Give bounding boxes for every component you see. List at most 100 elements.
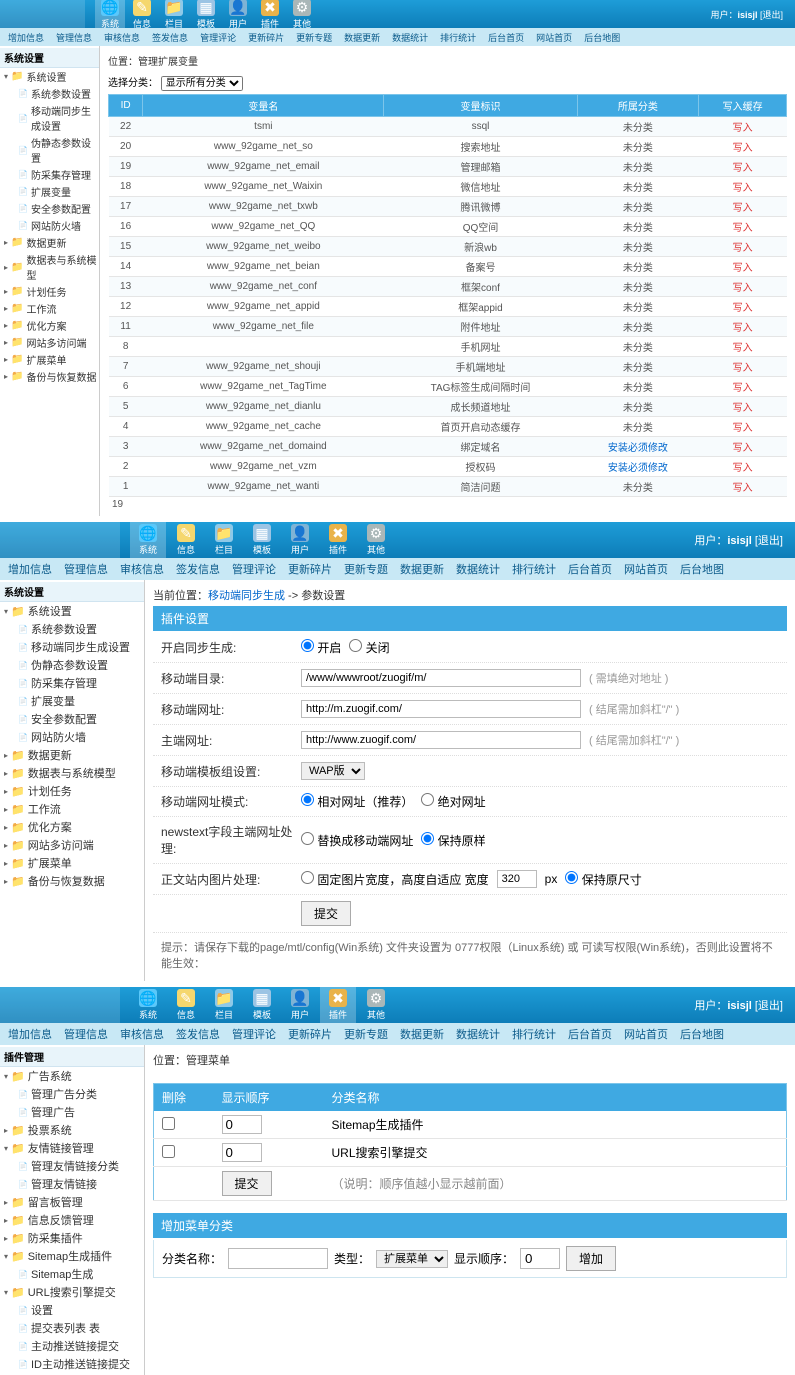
subnav-item[interactable]: 数据更新 xyxy=(400,1026,444,1042)
sidebar-item[interactable]: 主动推送链接提交 xyxy=(0,1337,144,1355)
sidebar-folder[interactable]: 📁数据更新 xyxy=(0,746,144,764)
subnav-item[interactable]: 数据统计 xyxy=(456,561,500,577)
text-input[interactable] xyxy=(301,700,581,718)
tool-user[interactable]: 👤用户 xyxy=(223,0,253,28)
add-button[interactable]: 增加 xyxy=(566,1246,616,1271)
sidebar-folder[interactable]: 📁广告系统 xyxy=(0,1067,144,1085)
subnav-item[interactable]: 后台首页 xyxy=(568,1026,612,1042)
sidebar-folder[interactable]: 📁投票系统 xyxy=(0,1121,144,1139)
subnav-item[interactable]: 网站首页 xyxy=(624,561,668,577)
radio-option[interactable]: 固定图片宽度，高度自适应 宽度 xyxy=(301,871,489,888)
subnav-item[interactable]: 排行统计 xyxy=(440,31,476,44)
sidebar-item[interactable]: 移动端同步生成设置 xyxy=(0,102,99,134)
sidebar-item[interactable]: 移动端同步生成设置 xyxy=(0,638,144,656)
sidebar-folder[interactable]: 📁计划任务 xyxy=(0,782,144,800)
sidebar-item[interactable]: 系统参数设置 xyxy=(0,620,144,638)
sidebar-folder[interactable]: 📁留言板管理 xyxy=(0,1193,144,1211)
tool-user[interactable]: 👤用户 xyxy=(282,522,318,558)
subnav-item[interactable]: 网站首页 xyxy=(624,1026,668,1042)
subnav-item[interactable]: 后台首页 xyxy=(488,31,524,44)
type-select[interactable]: 扩展菜单 xyxy=(376,1250,448,1268)
subnav-item[interactable]: 管理评论 xyxy=(200,31,236,44)
cell-cache[interactable]: 写入 xyxy=(699,117,787,137)
cell-cache[interactable]: 写入 xyxy=(699,297,787,317)
subnav-item[interactable]: 管理信息 xyxy=(64,561,108,577)
cell-cache[interactable]: 写入 xyxy=(699,477,787,497)
radio-input[interactable] xyxy=(421,793,434,806)
sidebar-folder[interactable]: 📁URL搜索引擎提交 xyxy=(0,1283,144,1301)
subnav-item[interactable]: 审核信息 xyxy=(120,561,164,577)
subnav-item[interactable]: 数据更新 xyxy=(400,561,444,577)
cell-cache[interactable]: 写入 xyxy=(699,277,787,297)
subnav-item[interactable]: 排行统计 xyxy=(512,561,556,577)
subnav-item[interactable]: 网站首页 xyxy=(536,31,572,44)
text-input[interactable] xyxy=(301,669,581,687)
sidebar-item[interactable]: 管理友情链接 xyxy=(0,1175,144,1193)
subnav-item[interactable]: 数据更新 xyxy=(344,31,380,44)
tool-col[interactable]: 📁栏目 xyxy=(206,522,242,558)
subnav-item[interactable]: 更新碎片 xyxy=(288,561,332,577)
logout-link[interactable]: [退出] xyxy=(760,10,783,20)
order-input[interactable] xyxy=(222,1115,262,1134)
tool-col[interactable]: 📁栏目 xyxy=(159,0,189,28)
sidebar-folder[interactable]: 📁Sitemap生成插件 xyxy=(0,1247,144,1265)
sidebar-item[interactable]: 网站防火墙 xyxy=(0,217,99,234)
tool-tpl[interactable]: ▦模板 xyxy=(244,522,280,558)
sidebar-folder[interactable]: 📁网站多访问端 xyxy=(0,836,144,854)
tool-other[interactable]: ⚙其他 xyxy=(358,522,394,558)
tool-sys[interactable]: 🌐系统 xyxy=(130,522,166,558)
text-input[interactable] xyxy=(301,731,581,749)
cell-cache[interactable]: 写入 xyxy=(699,457,787,477)
cell-cache[interactable]: 写入 xyxy=(699,177,787,197)
sidebar-folder[interactable]: 📁扩展菜单 xyxy=(0,854,144,872)
tool-other[interactable]: ⚙其他 xyxy=(287,0,317,28)
sidebar-folder[interactable]: 📁数据表与系统模型 xyxy=(0,251,99,283)
sidebar-folder[interactable]: 📁信息反馈管理 xyxy=(0,1211,144,1229)
sidebar-item[interactable]: 防采集存管理 xyxy=(0,674,144,692)
tool-tpl[interactable]: ▦模板 xyxy=(244,987,280,1023)
cell-cache[interactable]: 写入 xyxy=(699,317,787,337)
sidebar-item[interactable]: ID主动推送链接提交 xyxy=(0,1355,144,1373)
sidebar-folder[interactable]: 📁优化方案 xyxy=(0,818,144,836)
cell-cache[interactable]: 写入 xyxy=(699,237,787,257)
radio-option[interactable]: 相对网址（推荐） xyxy=(301,793,413,810)
radio-option[interactable]: 绝对网址 xyxy=(421,793,485,810)
sidebar-item[interactable]: 伪静态参数设置 xyxy=(0,656,144,674)
cell-cache[interactable]: 写入 xyxy=(699,357,787,377)
cell-cache[interactable]: 写入 xyxy=(699,217,787,237)
tool-col[interactable]: 📁栏目 xyxy=(206,987,242,1023)
sidebar-folder[interactable]: 📁备份与恢复数据 xyxy=(0,368,99,385)
subnav-item[interactable]: 后台地图 xyxy=(680,561,724,577)
radio-input[interactable] xyxy=(301,871,314,884)
tool-info[interactable]: ✎信息 xyxy=(168,987,204,1023)
sidebar-folder[interactable]: 📁友情链接管理 xyxy=(0,1139,144,1157)
cell-cache[interactable]: 写入 xyxy=(699,437,787,457)
subnav-item[interactable]: 后台地图 xyxy=(680,1026,724,1042)
cell-cache[interactable]: 写入 xyxy=(699,397,787,417)
subnav-item[interactable]: 更新专题 xyxy=(296,31,332,44)
subnav-item[interactable]: 增加信息 xyxy=(8,1026,52,1042)
subnav-item[interactable]: 管理评论 xyxy=(232,561,276,577)
order-input[interactable] xyxy=(520,1248,560,1269)
cell-cache[interactable]: 写入 xyxy=(699,257,787,277)
sidebar-folder[interactable]: 📁扩展菜单 xyxy=(0,351,99,368)
cell-cache[interactable]: 写入 xyxy=(699,157,787,177)
delete-checkbox[interactable] xyxy=(162,1145,175,1158)
sidebar-folder[interactable]: 📁网站多访问端 xyxy=(0,334,99,351)
radio-input[interactable] xyxy=(349,639,362,652)
crumb-link[interactable]: 移动端同步生成 xyxy=(208,590,285,602)
sidebar-item[interactable]: 扩展变量 xyxy=(0,183,99,200)
cell-cache[interactable]: 写入 xyxy=(699,377,787,397)
sidebar-item[interactable]: 提交表列表 表 xyxy=(0,1319,144,1337)
subnav-item[interactable]: 更新碎片 xyxy=(288,1026,332,1042)
subnav-item[interactable]: 排行统计 xyxy=(512,1026,556,1042)
subnav-item[interactable]: 审核信息 xyxy=(120,1026,164,1042)
submit-button[interactable]: 提交 xyxy=(222,1171,272,1196)
name-input[interactable] xyxy=(228,1248,328,1269)
radio-option[interactable]: 开启 xyxy=(301,639,341,656)
sidebar-item[interactable]: 设置 xyxy=(0,1301,144,1319)
subnav-item[interactable]: 后台地图 xyxy=(584,31,620,44)
logout-link[interactable]: [退出] xyxy=(755,1000,783,1012)
subnav-item[interactable]: 数据统计 xyxy=(456,1026,500,1042)
subnav-item[interactable]: 签发信息 xyxy=(176,1026,220,1042)
